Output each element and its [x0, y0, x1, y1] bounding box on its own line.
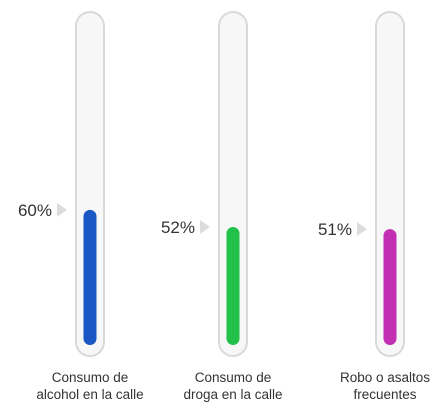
bar-track — [75, 11, 105, 357]
bar-track — [218, 11, 248, 357]
category-label: frecuentes — [353, 387, 416, 402]
bar — [226, 226, 240, 345]
pointer-triangle — [200, 219, 210, 234]
pointer-triangle — [357, 222, 367, 237]
category-label: Robo o asaltos — [340, 370, 430, 385]
data-label: 52% — [161, 218, 195, 237]
bar-group: 60% Consumo de alcohol en la calle — [18, 11, 144, 402]
data-label: 51% — [318, 220, 352, 239]
category-label: Consumo de — [52, 370, 129, 385]
bar — [383, 229, 397, 345]
bar-group: 52% Consumo de droga en la calle — [161, 11, 283, 402]
bar-group: 51% Robo o asaltos frecuentes — [318, 11, 430, 402]
data-label: 60% — [18, 201, 52, 220]
category-label: alcohol en la calle — [36, 387, 143, 402]
pointer-triangle — [57, 202, 67, 217]
bar — [83, 209, 97, 345]
bar-track — [375, 11, 405, 357]
category-label: droga en la calle — [183, 387, 282, 402]
category-label: Consumo de — [195, 370, 272, 385]
